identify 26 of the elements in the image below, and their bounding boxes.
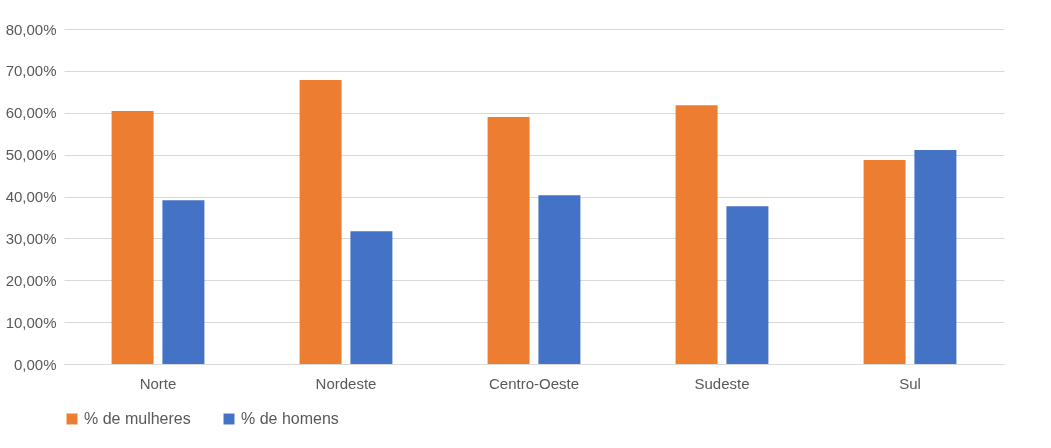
y-tick-label: 20,00% (5, 271, 57, 289)
bar (538, 195, 581, 364)
legend-label: % de homens (241, 410, 339, 427)
y-tick-label: 0,00% (13, 355, 57, 373)
x-tick-label: Centro-Oeste (488, 374, 580, 392)
y-tick-label: 60,00% (5, 104, 57, 122)
x-tick-label: Norte (139, 374, 177, 392)
legend-label: % de mulheres (84, 410, 191, 427)
bar (162, 200, 205, 364)
bar (350, 231, 393, 364)
x-tick-label: Sul (899, 374, 921, 392)
bar (487, 116, 530, 364)
bar (863, 160, 906, 364)
bar (726, 206, 769, 364)
bar (111, 111, 154, 364)
x-tick-label: Sudeste (694, 374, 750, 392)
bar (914, 150, 957, 364)
y-tick-label: 10,00% (5, 313, 57, 331)
y-tick-label: 70,00% (5, 62, 57, 80)
bar (299, 80, 342, 364)
y-tick-label: 80,00% (5, 20, 57, 38)
y-tick-label: 50,00% (5, 146, 57, 164)
y-tick-label: 40,00% (5, 188, 57, 205)
x-tick-label: Nordeste (315, 374, 377, 392)
y-tick-label: 30,00% (5, 229, 57, 247)
bar (675, 105, 718, 364)
